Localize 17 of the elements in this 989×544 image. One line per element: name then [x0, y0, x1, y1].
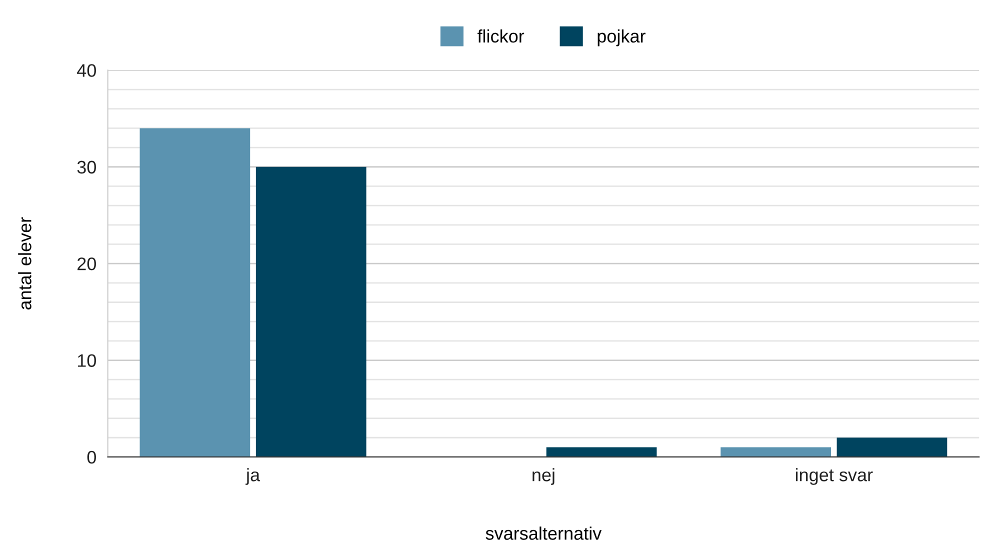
- bar: [720, 447, 831, 457]
- y-tick-label: 30: [77, 160, 96, 174]
- bar: [140, 128, 250, 457]
- y-tick-label: 0: [87, 450, 96, 464]
- legend-label: pojkar: [598, 29, 646, 46]
- x-tick-label: nej: [532, 468, 554, 485]
- y-tick-label: 40: [77, 64, 96, 77]
- legend-label: flickor: [477, 29, 524, 43]
- x-tick-label: inget svar: [796, 468, 873, 485]
- x-axis-title: svarsalternativ: [486, 526, 602, 540]
- y-axis-title: antal elever: [18, 217, 32, 310]
- y-tick-label: 10: [78, 354, 96, 367]
- y-tick-label: 20: [78, 258, 96, 270]
- bar: [546, 447, 657, 457]
- bar: [836, 438, 948, 457]
- bar: [256, 166, 366, 457]
- x-tick-label: ja: [246, 468, 260, 485]
